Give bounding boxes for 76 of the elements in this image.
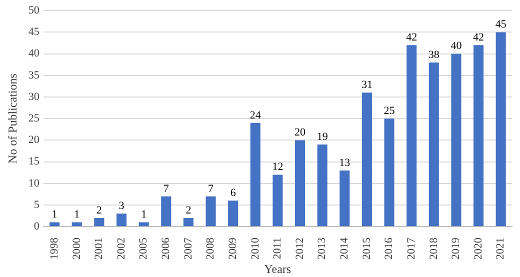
data-label: 3 [118,200,125,212]
x-tick-label: 2008 [204,237,217,260]
y-tick-label: 10 [28,177,40,190]
data-label: 1 [52,208,58,221]
y-tick-label: 50 [28,4,40,16]
x-tick-label: 2015 [360,237,373,260]
data-label: 42 [473,32,484,44]
x-axis-title: Years [264,262,292,276]
bar [362,92,372,226]
data-label: 25 [384,104,396,117]
bar [294,140,306,226]
y-tick-label: 20 [28,134,40,146]
data-label: 31 [361,79,372,92]
y-tick-label: 0 [34,220,40,232]
x-tick-label: 2001 [93,238,106,260]
bar [116,214,127,226]
data-label: 40 [450,40,462,52]
data-label: 7 [208,182,214,195]
bar [384,118,394,226]
data-label: 7 [163,182,170,195]
y-tick-label: 35 [28,69,40,82]
data-label: 38 [428,48,440,61]
bar [496,32,506,226]
x-tick-label: 2020 [472,237,484,260]
bar [428,62,439,226]
bar [206,196,216,226]
y-axis-title: No of Publications [5,73,20,164]
x-tick-label: 2000 [70,237,83,260]
x-tick-label: 2016 [383,237,396,260]
bar [161,196,172,226]
bar [72,222,82,226]
bar [250,122,260,226]
x-tick-label: 2013 [316,237,328,260]
bar [474,45,484,226]
x-tick-label: 2010 [249,237,262,260]
x-tick-label: 2019 [450,237,462,260]
x-tick-label: 2014 [338,237,351,260]
bar [272,174,283,226]
bar [228,200,238,226]
data-label: 42 [406,32,418,44]
data-label: 2 [96,204,102,216]
data-label: 6 [230,187,236,200]
data-label: 2 [186,204,192,216]
data-label: 1 [141,208,147,221]
bar [94,218,104,226]
bar [138,222,149,226]
x-tick-label: 2009 [226,237,239,260]
y-tick-label: 30 [28,90,40,103]
data-label: 13 [339,156,351,169]
y-tick-label: 45 [28,26,40,38]
data-label: 19 [316,130,328,143]
x-tick-label: 2018 [428,237,440,260]
bar [340,170,350,226]
x-tick-label: 2006 [160,237,172,260]
data-label: 1 [74,208,80,221]
data-label: 12 [272,161,284,174]
data-label: 24 [250,109,262,122]
x-tick-label: 2021 [494,238,507,260]
bar [451,54,462,226]
x-tick-label: 2005 [138,237,150,260]
data-label: 20 [294,126,306,139]
x-tick-label: 1998 [48,237,60,260]
bar [183,218,194,226]
bar [406,45,417,226]
x-tick-label: 2017 [405,237,418,260]
bar [50,222,60,226]
y-tick-label: 25 [28,112,40,124]
y-tick-label: 5 [34,198,40,211]
data-label: 45 [495,18,507,31]
bar [317,144,328,226]
x-tick-label: 2011 [272,238,284,260]
y-tick-label: 15 [28,156,40,168]
y-tick-label: 40 [28,48,40,60]
x-tick-label: 2002 [115,238,128,260]
x-tick-label: 2012 [294,238,306,260]
x-tick-label: 2007 [182,237,194,260]
